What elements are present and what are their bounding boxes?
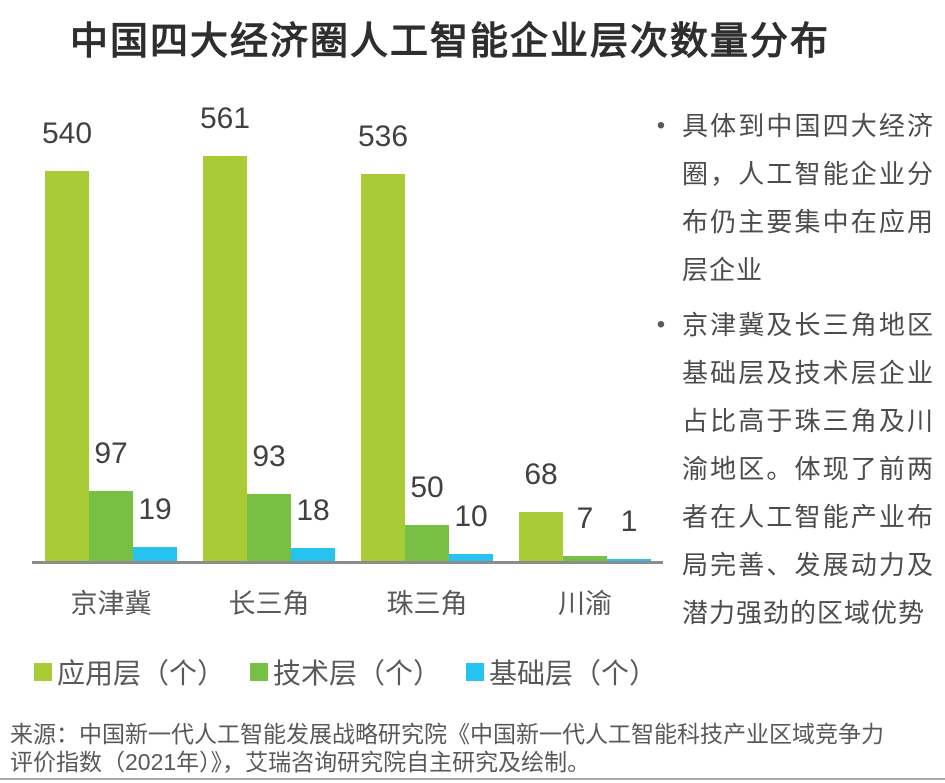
bar-value-label: 93: [252, 440, 286, 473]
bar: [519, 512, 563, 561]
bar-value-label: 1: [620, 505, 638, 538]
bar: [291, 548, 335, 561]
bar-slot-珠三角-series1: 50: [405, 100, 449, 561]
insight-text: 京津冀及长三角地区基础层及技术层企业占比高于珠三角及川渝地区。体现了前两者在人工…: [682, 310, 934, 628]
legend-label: 应用层（个）: [57, 658, 226, 689]
bar-slot-川渝-series2: 1: [607, 100, 651, 561]
bar-value-label: 7: [576, 502, 594, 535]
bar: [607, 559, 651, 561]
insight-bullet-2: • 京津冀及长三角地区基础层及技术层企业占比高于珠三角及川渝地区。体现了前两者在人…: [640, 301, 940, 637]
bar: [247, 494, 291, 561]
bar-value-label: 18: [296, 494, 330, 527]
insight-text: 具体到中国四大经济圈，人工智能企业分布仍主要集中在应用层企业: [682, 111, 934, 285]
bar-slot-京津冀-series1: 97: [89, 100, 133, 561]
bar-slot-川渝-series1: 7: [563, 100, 607, 561]
insight-bullet-1: • 具体到中国四大经济圈，人工智能企业分布仍主要集中在应用层企业: [640, 102, 940, 294]
bar: [563, 556, 607, 561]
bar-value-label: 19: [138, 493, 172, 526]
insights-panel: • 具体到中国四大经济圈，人工智能企业分布仍主要集中在应用层企业 • 京津冀及长三角地…: [640, 102, 940, 644]
bar-value-label: 561: [199, 102, 251, 135]
legend-label: 技术层（个）: [273, 658, 442, 689]
x-axis-line: [32, 561, 663, 564]
bar-slot-长三角-series0: 561: [199, 100, 251, 561]
x-axis-category-label: 长三角: [228, 589, 310, 619]
bar-value-label: 97: [94, 437, 128, 470]
bar-value-label: 10: [454, 500, 488, 533]
bottom-divider: [0, 778, 945, 780]
bar: [449, 554, 493, 561]
bar-slot-珠三角-series0: 536: [357, 100, 409, 561]
chart-legend: 应用层（个） 技术层（个） 基础层（个）: [34, 652, 657, 692]
x-axis-category-label: 珠三角: [386, 589, 468, 619]
page-title: 中国四大经济圈人工智能企业层次数量分布: [70, 21, 831, 63]
grouped-bar-chart: 540 97 19 京津冀 561 93 18 长三角 536 50 10 珠三角 68 7 1 川渝: [32, 100, 663, 619]
bar: [361, 174, 405, 561]
legend-swatch-icon: [34, 663, 52, 681]
legend-swatch-icon: [466, 663, 485, 681]
bar: [203, 156, 247, 561]
bar-slot-京津冀-series2: 19: [133, 100, 177, 561]
x-axis-category-label: 京津冀: [70, 589, 152, 619]
source-note: 来源：中国新一代人工智能发展战略研究院《中国新一代人工智能科技产业区域竞争力评价…: [10, 721, 884, 775]
bar-slot-长三角-series1: 93: [247, 100, 291, 561]
bar-value-label: 68: [524, 458, 558, 491]
bar: [45, 171, 89, 561]
bar-value-label: 536: [357, 120, 409, 153]
bar-slot-长三角-series2: 18: [291, 100, 335, 561]
x-axis-category-label: 川渝: [558, 589, 612, 619]
legend-item-series0: 应用层（个）: [34, 652, 225, 692]
bar: [405, 525, 449, 561]
legend-label: 基础层（个）: [489, 658, 658, 689]
bar-slot-珠三角-series2: 10: [449, 100, 493, 561]
bar: [133, 547, 177, 561]
legend-item-series1: 技术层（个）: [250, 652, 441, 692]
bar-value-label: 540: [41, 117, 93, 150]
bullet-dot-icon: •: [656, 112, 666, 139]
bar-value-label: 50: [410, 471, 444, 504]
legend-item-series2: 基础层（个）: [466, 652, 657, 692]
legend-swatch-icon: [250, 663, 269, 681]
bar: [89, 491, 133, 561]
bar-slot-川渝-series0: 68: [519, 100, 563, 561]
bullet-dot-icon: •: [656, 311, 666, 338]
bar-slot-京津冀-series0: 540: [41, 100, 93, 561]
